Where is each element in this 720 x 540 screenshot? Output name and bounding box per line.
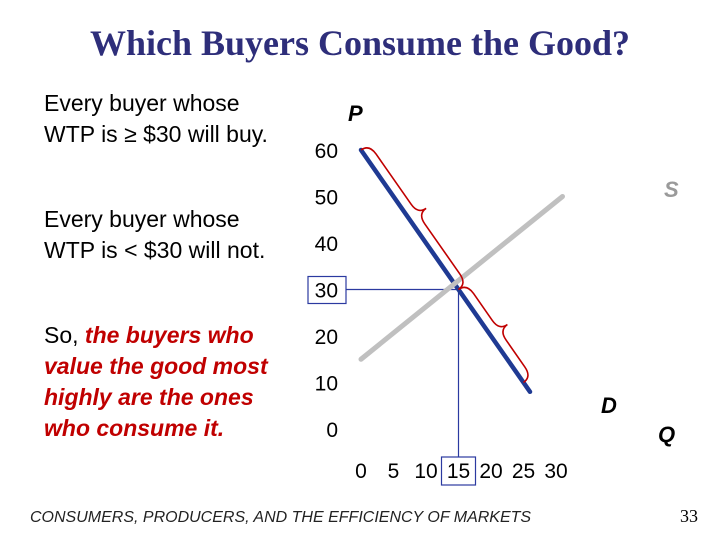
y-tick-label-0: 0 (326, 419, 338, 442)
labels-layer: D S P Q (348, 101, 679, 447)
x-tick-label-0: 0 (355, 460, 367, 483)
x-tick-label-5: 5 (388, 460, 400, 483)
rule-buyers-buy: Every buyer whose WTP is ≥ $30 will buy. (44, 90, 268, 147)
demand-curve (358, 147, 533, 395)
x-tick-label-30: 30 (544, 460, 567, 483)
guides-layer (346, 288, 460, 457)
y-tick-label-30: 30 (315, 280, 338, 303)
wtp-brace-1 (360, 147, 464, 291)
y-tick-label-50: 50 (315, 187, 338, 210)
x-tick-label-20: 20 (479, 460, 502, 483)
conclusion-text: So, the buyers who value the good most h… (44, 320, 294, 444)
quantity-axis-label: Q (658, 422, 675, 447)
x-tick-label-10: 10 (414, 460, 437, 483)
y-tick-label-60: 60 (315, 140, 338, 163)
y-tick-label-10: 10 (315, 373, 338, 396)
y-tick-label-20: 20 (315, 326, 338, 349)
y-tick-label-40: 40 (315, 233, 338, 256)
wtp-brace-2 (458, 286, 529, 384)
rule-buyers-not-buy: Every buyer whose WTP is < $30 will not. (44, 206, 266, 263)
conclusion-emphasis: the buyers who value the good most highl… (44, 322, 268, 441)
braces-layer (360, 147, 529, 384)
x-tick-label-15: 15 (447, 460, 470, 483)
x-tick-label-25: 25 (512, 460, 535, 483)
conclusion-prefix: So, (44, 322, 85, 348)
slide-title: Which Buyers Consume the Good? (89, 23, 631, 63)
price-axis-label: P (348, 101, 363, 126)
supply-curve-label: S (664, 177, 679, 202)
footer-text: CONSUMERS, PRODUCERS, AND THE EFFICIENCY… (30, 509, 532, 526)
lines-layer (358, 147, 565, 395)
page-number: 33 (680, 506, 698, 526)
demand-curve-label: D (601, 393, 617, 418)
